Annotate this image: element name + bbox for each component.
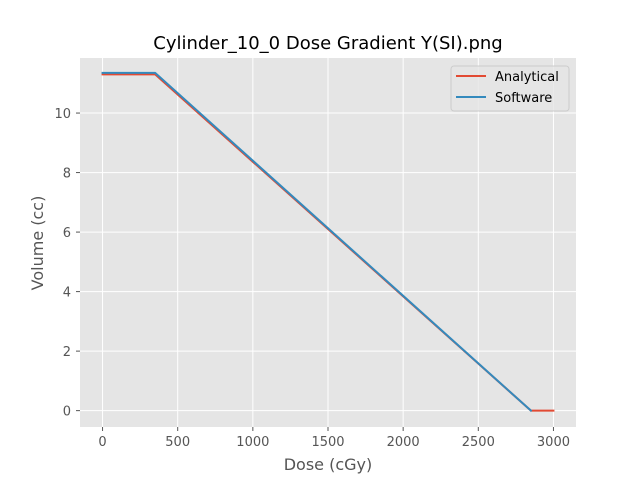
x-axis-label: Dose (cGy) (284, 455, 373, 474)
y-tick-label: 6 (63, 226, 71, 241)
series-line-software (101, 71, 533, 413)
legend: Analytical Software (450, 65, 570, 112)
y-axis-ticks: 0 2 4 6 8 10 (54, 107, 80, 420)
series-lines (101, 71, 555, 413)
chart-title: Cylinder_10_0 Dose Gradient Y(SI).png (153, 33, 502, 54)
y-axis-label: Volume (cc) (28, 196, 47, 291)
x-tick-label: 1500 (311, 435, 344, 450)
x-tick-label: 0 (98, 435, 106, 450)
x-tick-label: 500 (165, 435, 190, 450)
y-tick-label: 0 (63, 405, 71, 420)
x-tick-label: 1000 (236, 435, 269, 450)
x-tick-label: 2000 (387, 435, 420, 450)
x-tick-label: 2500 (462, 435, 495, 450)
y-tick-label: 2 (63, 345, 71, 360)
x-tick-label: 3000 (537, 435, 570, 450)
x-axis-ticks: 0 500 1000 1500 2000 2500 3000 (98, 427, 570, 450)
y-tick-label: 4 (63, 286, 71, 301)
grid-lines (80, 58, 576, 427)
y-tick-label: 8 (63, 167, 71, 182)
legend-label-software: Software (495, 91, 552, 106)
legend-box (450, 65, 570, 112)
y-tick-label: 10 (54, 107, 71, 122)
legend-label-analytical: Analytical (495, 70, 559, 85)
